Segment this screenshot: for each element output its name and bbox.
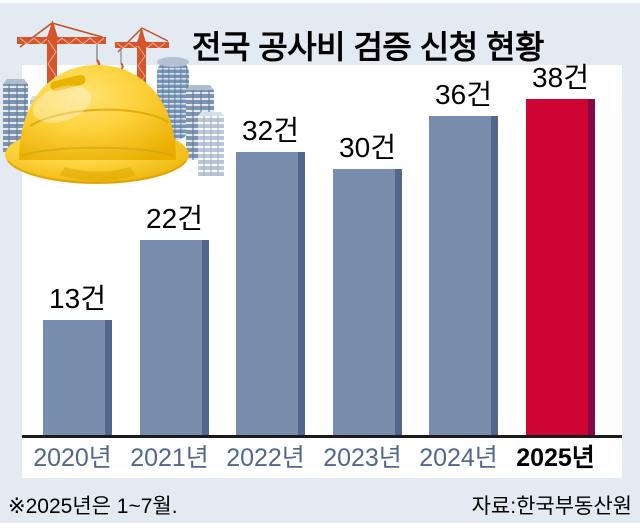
bar-shade-edge: [491, 116, 498, 435]
bar-value-label: 38건: [532, 62, 589, 93]
bar-value-label: 22건: [146, 203, 203, 234]
bar-2020년: [43, 320, 112, 435]
bar-2025년: [526, 99, 595, 435]
chart-title: 전국 공사비 검증 신청 현황: [192, 29, 544, 65]
x-axis-label-2021년: 2021년: [130, 444, 209, 472]
bars-layer: 13건 22건 32건 30건 36건 38건: [22, 62, 622, 435]
bar-value-label: 32건: [242, 115, 299, 146]
bar-2021년: [140, 240, 209, 435]
footer: ※2025년은 1~7월. 자료:한국부동산원: [0, 482, 640, 522]
bar-shade-edge: [105, 320, 112, 435]
bar-2022년: [236, 152, 305, 435]
x-axis-label-2025년: 2025년: [516, 444, 595, 472]
hard-hat-icon: [5, 65, 189, 184]
x-axis-label-2024년: 2024년: [419, 444, 498, 472]
bar-2023년: [333, 169, 402, 435]
source-credit: 자료:한국부동산원: [471, 495, 632, 518]
x-axis-line: [22, 435, 622, 438]
bar-shade-edge: [298, 152, 305, 435]
bar-shade-edge: [395, 169, 402, 435]
footnote: ※2025년은 1~7월.: [8, 495, 178, 518]
bar-value-label: 30건: [339, 132, 396, 163]
x-axis-label-2023년: 2023년: [323, 444, 402, 472]
bar-value-label: 13건: [49, 283, 106, 314]
bar-value-label: 36건: [435, 79, 492, 110]
x-axis-label-2020년: 2020년: [33, 444, 112, 472]
construction-illustration-icon: [3, 20, 224, 184]
x-axis-label-strip: 2020년 2021년 2022년 2023년 2024년 2025년: [22, 438, 622, 478]
bar-2024년: [429, 116, 498, 435]
bar-shade-edge: [202, 240, 209, 435]
bar-shade-edge: [588, 99, 595, 435]
x-axis-label-2022년: 2022년: [226, 444, 305, 472]
